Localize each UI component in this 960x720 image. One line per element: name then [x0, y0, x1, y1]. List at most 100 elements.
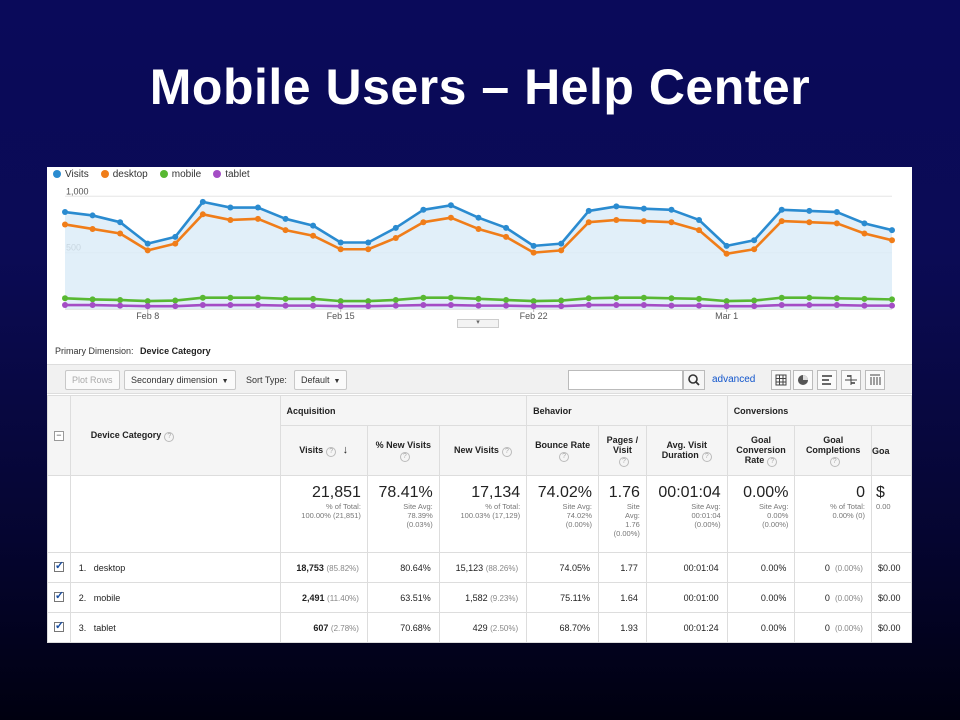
data-point-visits	[751, 237, 758, 244]
data-point-tablet	[62, 302, 68, 309]
advanced-filter-link[interactable]: advanced	[712, 374, 756, 385]
data-point-visits	[337, 239, 344, 246]
sort-type-dropdown[interactable]: Default ▼	[294, 370, 348, 390]
data-point-mobile	[365, 298, 372, 305]
table-row[interactable]: 1. desktop 18,753 (85.82%) 80.64% 15,123…	[47, 552, 912, 583]
secondary-dimension-dropdown[interactable]: Secondary dimension ▼	[124, 370, 236, 390]
view-table-button[interactable]	[771, 370, 791, 390]
data-point-mobile	[392, 296, 399, 303]
pages-cell: 1.64	[598, 582, 647, 613]
help-icon[interactable]: ?	[767, 456, 778, 467]
col-pages-visit[interactable]: Pages / Visit?	[598, 425, 647, 476]
data-point-visits	[117, 219, 124, 226]
view-pie-button[interactable]	[793, 370, 813, 390]
data-point-tablet	[640, 302, 647, 309]
help-icon[interactable]: ?	[326, 447, 337, 457]
col-avg-visit-duration[interactable]: Avg. Visit Duration?	[645, 425, 728, 476]
data-point-mobile	[613, 294, 620, 301]
data-point-mobile	[585, 295, 592, 302]
secondary-dimension-label: Secondary dimension	[131, 375, 218, 385]
comp-pct: (0.00%)	[834, 593, 863, 603]
data-point-visits	[199, 198, 206, 205]
view-performance-button[interactable]	[817, 370, 837, 390]
col-goal-conversion-rate[interactable]: Goal Conversion Rate?	[726, 425, 796, 476]
col-new-visits[interactable]: New Visits?	[438, 425, 528, 476]
primary-dimension-value[interactable]: Device Category	[140, 346, 211, 356]
legend-item-visits[interactable]: Visits	[53, 169, 89, 180]
legend-item-tablet[interactable]: tablet	[213, 169, 250, 180]
help-icon[interactable]: ?	[701, 451, 712, 462]
col-label: Visits	[299, 445, 324, 455]
chart-legend: Visits desktop mobile tablet	[53, 167, 250, 181]
row-index: 2.	[78, 592, 87, 603]
view-comparison-button[interactable]	[841, 370, 861, 390]
total-value: 78.41%	[378, 484, 433, 501]
visits-pct: (85.82%)	[326, 563, 359, 573]
row-checkbox[interactable]	[53, 559, 64, 572]
select-all-cell[interactable]: −	[47, 395, 71, 476]
data-point-visits	[365, 239, 372, 246]
legend-label: Visits	[65, 168, 89, 180]
row-checkbox-cell[interactable]	[47, 552, 71, 583]
data-point-mobile	[310, 295, 317, 302]
comp-value: 0	[824, 592, 830, 603]
new-visits-cell: 429 (2.50%)	[438, 612, 528, 643]
table-search-input[interactable]	[568, 370, 683, 390]
col-goal-completions[interactable]: Goal Completions?	[794, 425, 872, 476]
data-point-visits	[530, 242, 537, 249]
device-name-cell[interactable]: 3. tablet	[69, 612, 281, 643]
data-point-mobile	[117, 296, 124, 303]
total-value: 17,134	[471, 484, 521, 501]
row-index: 3.	[78, 622, 87, 633]
help-icon[interactable]: ?	[501, 446, 512, 457]
plot-rows-button[interactable]: Plot Rows	[65, 370, 120, 390]
device-name[interactable]: tablet	[93, 622, 116, 633]
data-point-visits	[254, 204, 261, 211]
help-icon[interactable]: ?	[559, 451, 570, 462]
row-checkbox-cell[interactable]	[47, 612, 71, 643]
col-device-category[interactable]: Device Category?	[69, 395, 281, 476]
data-point-tablet	[172, 303, 179, 310]
data-point-visits	[640, 205, 647, 212]
help-icon[interactable]: ?	[164, 431, 175, 442]
col-new-visits-pct[interactable]: % New Visits?	[366, 425, 440, 476]
device-name[interactable]: mobile	[93, 592, 121, 603]
view-pivot-button[interactable]	[865, 370, 885, 390]
col-bounce-rate[interactable]: Bounce Rate?	[526, 425, 599, 476]
device-name[interactable]: desktop	[93, 562, 126, 573]
device-name-cell[interactable]: 1. desktop	[69, 552, 281, 583]
data-point-mobile	[558, 297, 565, 304]
chart-collapse-handle[interactable]: ▾	[457, 319, 499, 328]
data-point-desktop	[392, 234, 399, 241]
col-label: New Visits	[454, 444, 499, 455]
help-icon[interactable]: ?	[399, 451, 410, 462]
row-checkbox-cell[interactable]	[47, 582, 71, 613]
legend-item-mobile[interactable]: mobile	[159, 169, 201, 180]
data-point-visits	[144, 240, 151, 247]
table-row[interactable]: 2. mobile 2,491 (11.40%) 63.51% 1,582 (9…	[47, 582, 912, 613]
help-icon[interactable]: ?	[618, 456, 629, 467]
col-label: Goal Completions	[805, 434, 861, 455]
data-point-desktop	[861, 230, 868, 237]
x-tick-label: Mar 1	[715, 311, 738, 319]
row-checkbox[interactable]	[53, 619, 64, 632]
data-point-mobile	[282, 295, 289, 302]
table-row[interactable]: 3. tablet 607 (2.78%) 70.68% 429 (2.50%)…	[47, 612, 912, 643]
col-goal-value[interactable]: Goa	[870, 425, 912, 476]
row-checkbox[interactable]	[53, 589, 64, 602]
visits-value: 607	[313, 622, 329, 633]
table-view-icon	[775, 374, 787, 386]
comp-pct: (0.00%)	[834, 563, 863, 573]
search-button[interactable]	[683, 370, 705, 390]
data-point-desktop	[227, 216, 234, 223]
col-visits[interactable]: Visits? ↓	[279, 425, 368, 476]
data-point-tablet	[117, 302, 124, 309]
col-label: Goa	[871, 445, 890, 456]
select-all-checkbox[interactable]: −	[53, 431, 64, 441]
total-value: $	[875, 484, 885, 501]
legend-item-desktop[interactable]: desktop	[100, 169, 148, 180]
help-icon[interactable]: ?	[829, 456, 840, 467]
device-name-cell[interactable]: 2. mobile	[69, 582, 281, 613]
primary-dimension-label: Primary Dimension:	[55, 346, 134, 356]
